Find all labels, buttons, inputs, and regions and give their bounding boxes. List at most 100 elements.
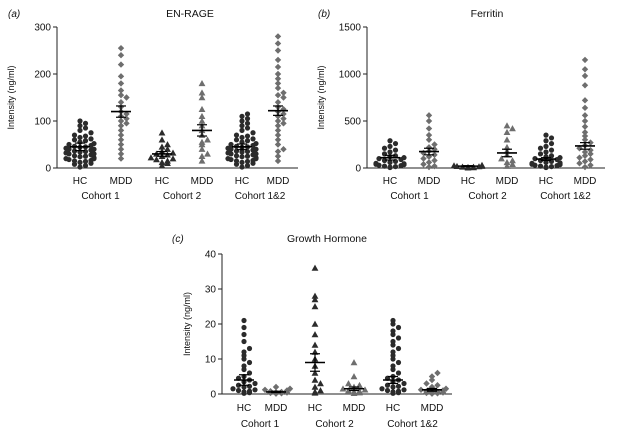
data-point [77, 134, 83, 141]
data-point [576, 154, 583, 161]
data-point [350, 359, 358, 366]
data-point [117, 87, 125, 94]
cohort-label: Cohort 1 [241, 419, 280, 430]
data-point [557, 155, 563, 161]
data-point [198, 117, 206, 124]
data-point [225, 156, 231, 162]
data-point [274, 141, 282, 148]
data-point [117, 141, 125, 148]
data-point [225, 150, 231, 156]
series-group-5 [529, 132, 563, 171]
y-tick-label: 300 [34, 23, 51, 34]
data-point [311, 341, 319, 348]
data-point [274, 117, 282, 125]
data-point [387, 164, 393, 170]
data-point [233, 153, 240, 159]
data-point [82, 148, 89, 155]
data-point [158, 162, 166, 169]
data-point [91, 146, 97, 152]
data-point [390, 338, 396, 345]
data-point [587, 150, 594, 158]
data-point [82, 163, 89, 169]
data-point [431, 157, 438, 164]
data-point [395, 370, 402, 376]
data-point [311, 303, 319, 310]
data-point [425, 131, 433, 139]
data-point [77, 118, 83, 124]
data-point [390, 389, 396, 395]
data-point [158, 143, 166, 150]
data-point [581, 112, 589, 119]
data-point [280, 115, 287, 122]
data-point [117, 99, 125, 106]
data-point [425, 153, 433, 160]
x-tick-label: MDD [496, 176, 519, 187]
data-point [387, 149, 393, 155]
data-point [244, 163, 251, 169]
x-tick-label: HC [383, 176, 397, 187]
data-point [361, 386, 369, 393]
y-tick-label: 200 [34, 70, 51, 81]
data-point [233, 137, 240, 143]
data-point [246, 359, 253, 366]
data-point [428, 376, 436, 384]
data-point [503, 143, 511, 151]
cohort-label: Cohort 1 [81, 191, 120, 202]
data-point [425, 136, 433, 143]
data-point [543, 138, 549, 144]
data-point [390, 328, 396, 334]
y-tick-label: 0 [355, 164, 361, 175]
series-group-1 [373, 138, 407, 171]
data-point [311, 369, 319, 376]
data-point [392, 163, 399, 170]
y-tick-label: 40 [205, 250, 217, 261]
data-point [503, 136, 511, 143]
data-point [235, 382, 242, 388]
y-tick-label: 30 [205, 285, 217, 296]
data-point [450, 162, 458, 169]
series-group-5 [379, 317, 407, 396]
data-point [233, 132, 240, 138]
data-point [381, 163, 388, 169]
y-axis-label: Intensity (ng/ml) [316, 65, 326, 129]
data-point [442, 385, 450, 392]
data-point [581, 123, 589, 130]
cohort-label: Cohort 2 [468, 191, 507, 202]
data-point [82, 138, 89, 144]
series-group-3 [305, 264, 325, 396]
data-point [244, 153, 251, 159]
data-point [425, 144, 433, 151]
chart-title: EN-RAGE [166, 8, 214, 20]
x-tick-label: MDD [265, 403, 288, 414]
data-point [241, 338, 247, 345]
data-point [244, 158, 251, 165]
cohort-label: Cohort 2 [163, 191, 202, 202]
data-point [401, 380, 407, 387]
data-point [390, 349, 396, 355]
data-point [77, 123, 83, 129]
x-tick-label: MDD [343, 403, 366, 414]
data-point [169, 155, 177, 162]
x-tick-label: HC [155, 176, 169, 187]
series-group-2 [261, 383, 294, 397]
data-point [239, 159, 245, 165]
data-point [425, 159, 433, 166]
x-tick-label: MDD [191, 176, 214, 187]
data-point [387, 138, 393, 144]
x-tick-label: HC [73, 176, 87, 187]
data-point [239, 164, 245, 170]
data-point [428, 373, 436, 380]
data-point [239, 149, 245, 155]
panel-label: (b) [318, 9, 330, 20]
data-point [274, 131, 282, 139]
data-point [311, 383, 319, 390]
data-point [280, 89, 287, 96]
data-point [198, 152, 206, 159]
x-tick-label: HC [237, 403, 251, 414]
data-point [420, 155, 427, 162]
series-group-6 [417, 369, 450, 397]
data-point [274, 148, 282, 155]
data-point [280, 106, 287, 113]
data-point [198, 145, 206, 152]
